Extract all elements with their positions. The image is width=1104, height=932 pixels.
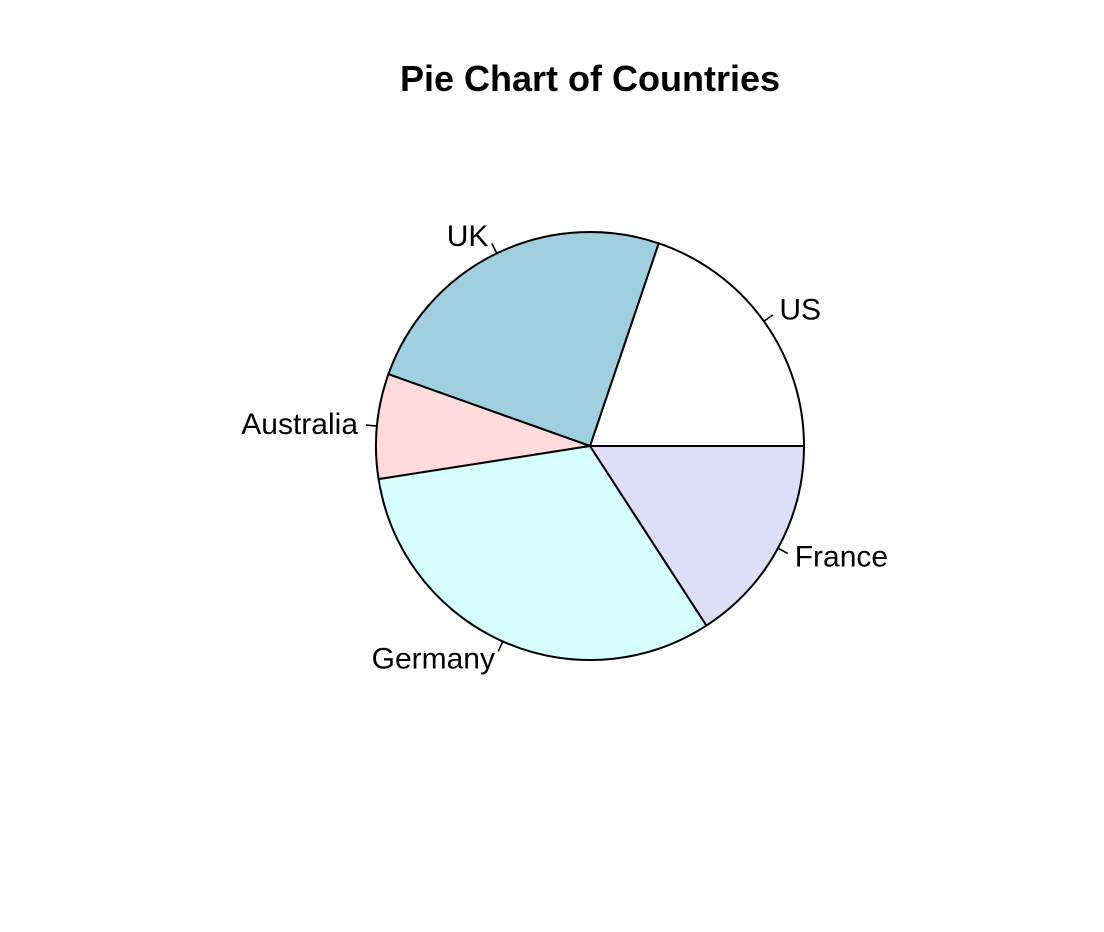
pie-label-ticks bbox=[365, 243, 789, 652]
label-france: France bbox=[795, 541, 888, 574]
slice-australia bbox=[375, 373, 591, 481]
tick-france bbox=[777, 547, 789, 555]
label-australia: Australia bbox=[241, 408, 358, 441]
pie-labels: US UK Australia Germany France bbox=[241, 220, 888, 675]
chart-title: Pie Chart of Countries bbox=[399, 58, 781, 99]
label-germany: Germany bbox=[372, 642, 495, 675]
tick-us bbox=[763, 314, 774, 322]
label-uk: UK bbox=[447, 220, 489, 253]
slice-us bbox=[589, 242, 805, 447]
tick-australia bbox=[365, 424, 378, 427]
tick-uk bbox=[491, 243, 498, 254]
tick-germany bbox=[497, 641, 504, 652]
label-us: US bbox=[779, 294, 821, 327]
pie-slices bbox=[375, 231, 805, 662]
